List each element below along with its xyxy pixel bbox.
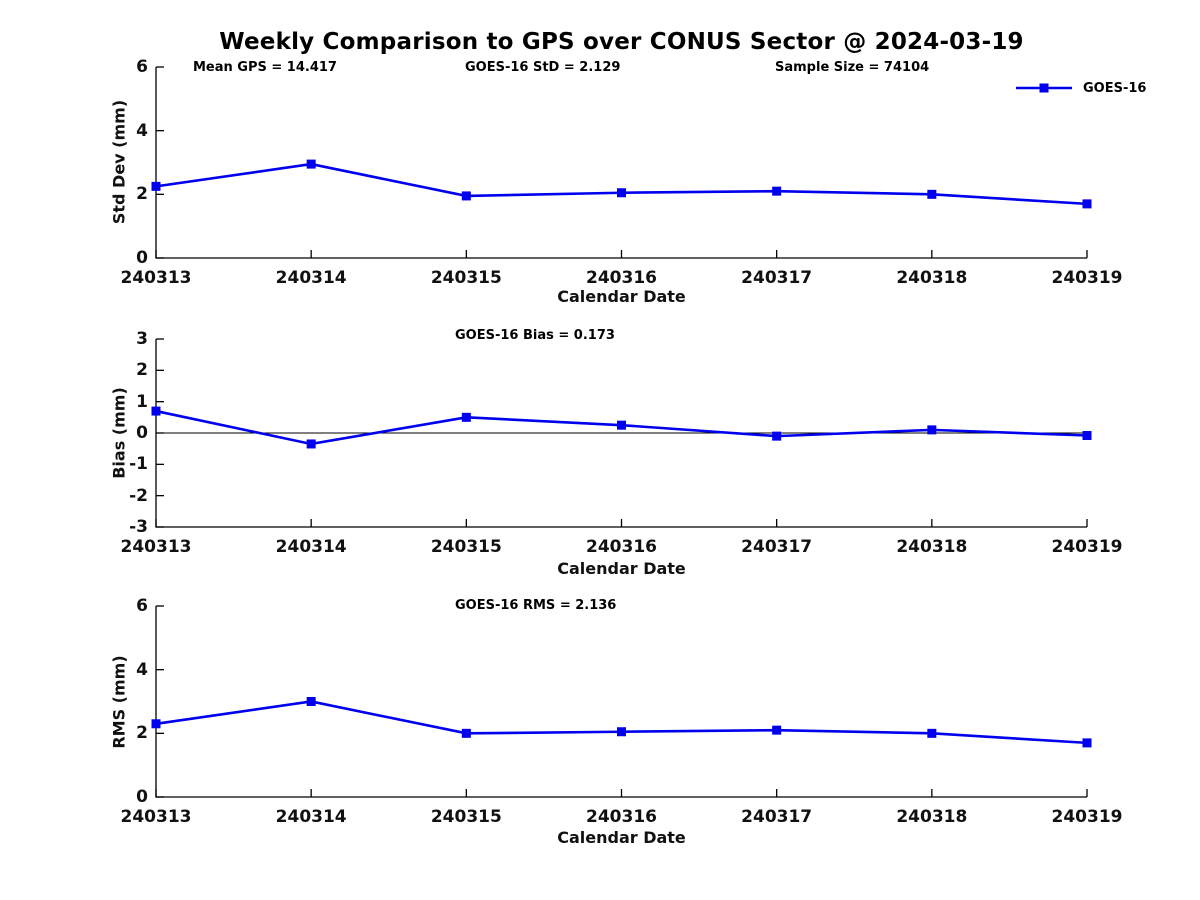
data-point-marker — [151, 719, 161, 729]
data-point-marker — [1082, 738, 1092, 748]
x-tick-label: 240316 — [586, 268, 657, 288]
x-tick-label: 240317 — [741, 807, 813, 827]
data-point-marker — [772, 431, 782, 441]
data-point-marker — [306, 697, 316, 706]
annotation-sample-size: Sample Size = 74104 — [775, 60, 930, 75]
annotation-goes16-bias: GOES-16 Bias = 0.173 — [455, 328, 615, 343]
data-point-marker — [306, 159, 316, 169]
data-point-marker — [151, 181, 161, 191]
data-point-marker — [617, 188, 626, 198]
x-tick-label: 240313 — [120, 807, 192, 827]
annotation-goes16-std: GOES-16 StD = 2.129 — [465, 60, 621, 75]
y-tick-label: 4 — [136, 120, 148, 141]
x-tick-label: 240314 — [275, 268, 347, 288]
y-tick-label: 4 — [136, 659, 148, 680]
x-axis-label-bottom: Calendar Date — [557, 828, 686, 847]
x-tick-label: 240313 — [120, 268, 192, 288]
data-point-marker — [617, 420, 626, 430]
page-title: Weekly Comparison to GPS over CONUS Sect… — [219, 29, 1024, 55]
y-tick-label: 0 — [136, 248, 148, 268]
y-tick-label: 6 — [136, 57, 148, 77]
y-tick-label: 6 — [136, 596, 148, 616]
x-tick-label: 240315 — [430, 807, 502, 827]
x-tick-label: 240318 — [896, 807, 968, 827]
legend: GOES-16 — [1014, 79, 1146, 97]
x-tick-label: 240319 — [1051, 537, 1123, 557]
data-point-marker — [772, 725, 782, 735]
data-point-marker — [927, 425, 937, 435]
y-tick-label: -3 — [129, 517, 148, 537]
x-tick-label: 240318 — [896, 268, 968, 288]
data-point-marker — [306, 439, 316, 449]
x-axis-label-top: Calendar Date — [557, 287, 686, 306]
x-tick-label: 240316 — [586, 807, 657, 827]
data-point-marker — [927, 728, 937, 738]
y-axis-label-stddev: Std Dev (mm) — [109, 99, 129, 225]
annotation-mean-gps: Mean GPS = 14.417 — [193, 60, 337, 75]
data-point-marker — [772, 186, 782, 196]
y-tick-label: 0 — [136, 787, 148, 807]
x-tick-label: 240315 — [430, 268, 502, 288]
x-axis-label-middle: Calendar Date — [557, 559, 686, 578]
annotation-goes16-rms: GOES-16 RMS = 2.136 — [455, 598, 617, 613]
x-tick-label: 240313 — [120, 537, 192, 557]
data-point-marker — [461, 412, 471, 422]
legend-line-marker-icon — [1016, 83, 1072, 93]
series-line-0 — [155, 162, 1088, 206]
y-tick-label: 2 — [136, 360, 148, 381]
legend-label: GOES-16 — [1083, 80, 1147, 96]
data-point-marker — [461, 191, 471, 201]
data-point-marker — [151, 406, 161, 416]
y-tick-label: 2 — [136, 184, 148, 205]
y-tick-label: 0 — [136, 423, 148, 443]
y-tick-label: 3 — [136, 329, 148, 349]
data-point-marker — [461, 728, 471, 738]
y-tick-label: -2 — [129, 485, 148, 506]
x-tick-label: 240317 — [741, 537, 813, 557]
data-point-marker — [617, 727, 626, 737]
y-tick-label: -1 — [129, 454, 148, 475]
data-point-marker — [1082, 431, 1092, 441]
x-tick-label: 240316 — [586, 537, 657, 557]
x-tick-label: 240318 — [896, 537, 968, 557]
x-tick-label: 240315 — [430, 537, 502, 557]
y-tick-label: 1 — [136, 391, 148, 412]
x-tick-label: 240319 — [1051, 807, 1123, 827]
y-tick-label: 2 — [136, 723, 148, 744]
x-tick-label: 240317 — [741, 268, 813, 288]
series-line-2 — [155, 700, 1088, 745]
x-tick-label: 240314 — [275, 807, 347, 827]
data-point-marker — [1082, 199, 1092, 209]
data-point-marker — [927, 189, 937, 199]
x-tick-label: 240314 — [275, 537, 347, 557]
x-tick-label: 240319 — [1051, 268, 1123, 288]
